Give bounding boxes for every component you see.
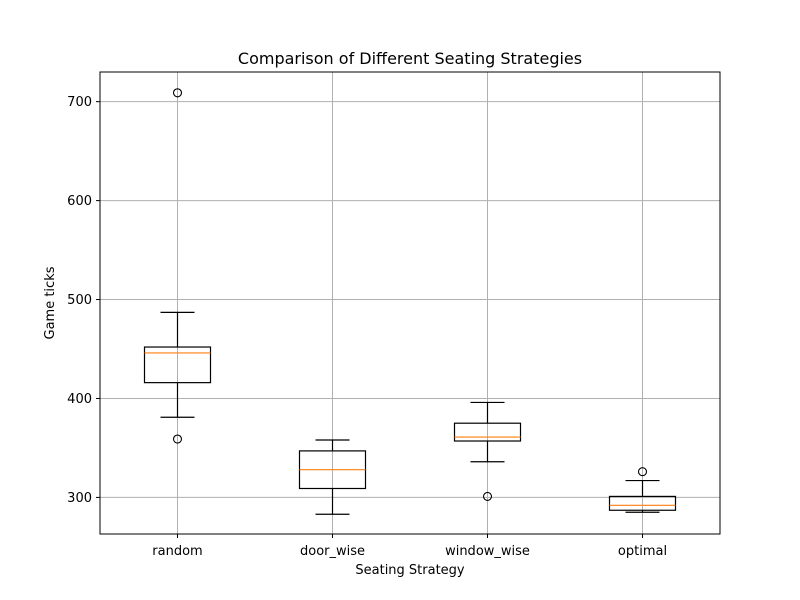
box-layer <box>143 88 677 515</box>
outlier-point <box>637 467 648 477</box>
plot-frame <box>99 71 721 535</box>
grid-layer <box>100 72 720 534</box>
y-tick-label: 700 <box>67 95 92 110</box>
x-tick-label: door_wise <box>300 544 365 559</box>
box-door_wise <box>298 439 367 515</box>
y-tick-label: 600 <box>67 194 92 209</box>
x-tick-label: random <box>152 544 202 559</box>
chart-title: Comparison of Different Seating Strategi… <box>238 49 582 68</box>
tick-layer: 300 400 500 600 700 random door_wise window_wis… <box>67 95 667 559</box>
box-window_wise <box>453 401 522 501</box>
y-tick-label: 300 <box>67 491 92 506</box>
x-tick-label: optimal <box>618 544 667 559</box>
outlier-point <box>172 88 183 98</box>
iqr-box <box>608 495 677 511</box>
y-axis-label: Game ticks <box>43 266 58 339</box>
outlier-point <box>172 434 183 444</box>
iqr-box <box>143 346 212 384</box>
y-tick-label: 400 <box>67 392 92 407</box>
outlier-point <box>482 491 493 501</box>
box-optimal <box>608 467 677 513</box>
x-tick-label: window_wise <box>445 544 530 559</box>
y-tick-label: 500 <box>67 293 92 308</box>
box-random <box>143 88 212 444</box>
iqr-box <box>453 422 522 442</box>
x-axis-label: Seating Strategy <box>355 563 465 578</box>
